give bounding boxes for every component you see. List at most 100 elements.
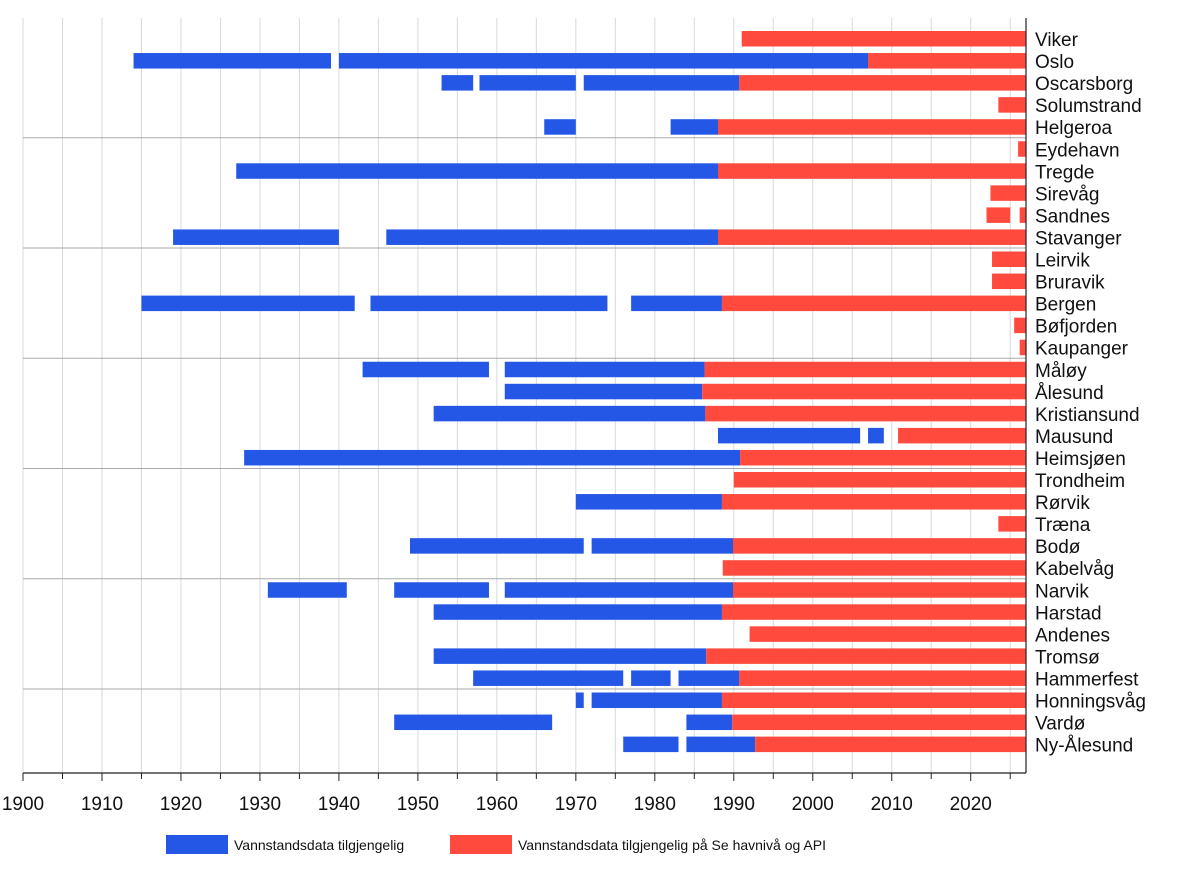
bar-blue bbox=[394, 714, 553, 731]
station-label: Måløy bbox=[1035, 361, 1087, 382]
x-axis: 1900 1910 1920 1930 1940 1950 1960 1970 1980 1990… bbox=[2, 18, 1027, 815]
x-tick-label: 1940 bbox=[318, 794, 360, 815]
station-label: Bodø bbox=[1035, 537, 1081, 558]
bar-blue bbox=[591, 692, 722, 708]
bar-red bbox=[702, 383, 1026, 400]
bar-blue bbox=[575, 692, 584, 708]
bar-blue bbox=[370, 295, 608, 312]
station-label: Tregde bbox=[1035, 162, 1095, 183]
station-label: Vardø bbox=[1035, 714, 1086, 735]
bar-red bbox=[1018, 141, 1026, 157]
bar-red bbox=[732, 582, 1026, 598]
x-tick-label: 1950 bbox=[397, 794, 439, 815]
bar-blue bbox=[473, 670, 624, 686]
station-label: Andenes bbox=[1035, 625, 1110, 646]
station-label: Bruravik bbox=[1035, 273, 1105, 294]
station-label: Heimsjøen bbox=[1035, 449, 1126, 470]
station-label: Ny-Ålesund bbox=[1035, 736, 1133, 757]
bar-blue bbox=[868, 427, 884, 444]
bar-blue bbox=[133, 53, 332, 69]
bar-red bbox=[741, 31, 1026, 47]
station-label: Narvik bbox=[1035, 581, 1089, 602]
bar-blue bbox=[717, 427, 861, 444]
station-label: Kristiansund bbox=[1035, 405, 1140, 426]
bar-blue bbox=[504, 383, 703, 400]
station-label: Tromsø bbox=[1035, 647, 1100, 668]
bar-red bbox=[705, 405, 1026, 422]
bar-red bbox=[722, 560, 1026, 576]
x-tick-label: 2000 bbox=[792, 794, 834, 815]
bar-red bbox=[706, 648, 1026, 664]
bar-blue bbox=[267, 582, 347, 598]
bar-blue bbox=[173, 229, 339, 245]
bar-blue bbox=[362, 361, 489, 378]
bar-red bbox=[739, 670, 1026, 686]
bar-blue bbox=[631, 295, 722, 312]
bar-red bbox=[717, 163, 1026, 179]
bar-blue bbox=[686, 736, 756, 753]
x-tick-label: 1990 bbox=[713, 794, 755, 815]
station-label: Bergen bbox=[1035, 295, 1096, 316]
station-label: Solumstrand bbox=[1035, 96, 1142, 117]
bar-red bbox=[1014, 317, 1026, 334]
bar-blue bbox=[575, 494, 722, 510]
station-label: Trondheim bbox=[1035, 471, 1125, 492]
bar-red bbox=[1019, 207, 1026, 223]
bar-red bbox=[986, 207, 1011, 223]
station-label: Helgeroa bbox=[1035, 118, 1113, 139]
bar-blue bbox=[409, 538, 584, 554]
bar-blue bbox=[386, 229, 718, 245]
station-label: Harstad bbox=[1035, 603, 1102, 624]
station-label: Rørvik bbox=[1035, 493, 1090, 514]
bar-red bbox=[717, 229, 1026, 245]
bar-red bbox=[732, 538, 1026, 554]
station-label: Sandnes bbox=[1035, 206, 1110, 227]
bar-blue bbox=[433, 604, 722, 620]
x-tick-label: 1970 bbox=[555, 794, 597, 815]
station-label: Oscarsborg bbox=[1035, 74, 1133, 95]
x-tick-label: 1920 bbox=[160, 794, 202, 815]
bar-blue bbox=[583, 75, 740, 91]
legend-label-red: Vannstandsdata tilgjengelig på Se havniv… bbox=[518, 837, 826, 853]
bar-red bbox=[898, 427, 1026, 444]
station-label: Honningsvåg bbox=[1035, 692, 1146, 713]
bar-blue bbox=[433, 648, 707, 664]
legend-label-blue: Vannstandsdata tilgjengelig bbox=[234, 837, 404, 853]
x-tick-label: 1980 bbox=[634, 794, 676, 815]
bar-blue bbox=[678, 670, 740, 686]
bar-red bbox=[721, 604, 1026, 620]
bar-red bbox=[998, 516, 1026, 532]
station-label: Træna bbox=[1035, 515, 1091, 536]
bar-red bbox=[733, 472, 1026, 488]
station-label: Viker bbox=[1035, 30, 1079, 51]
station-label: Stavanger bbox=[1035, 228, 1122, 249]
bar-red bbox=[721, 494, 1026, 510]
station-labels: VikerOsloOscarsborgSolumstrandHelgeroaEy… bbox=[1035, 30, 1146, 757]
bar-blue bbox=[631, 670, 671, 686]
bar-red bbox=[990, 185, 1026, 201]
bar-red bbox=[739, 75, 1026, 91]
bar-red bbox=[704, 361, 1026, 378]
bar-blue bbox=[623, 736, 679, 753]
station-label: Kabelvåg bbox=[1035, 559, 1114, 580]
bar-blue bbox=[338, 53, 869, 69]
bar-red bbox=[721, 692, 1026, 708]
x-tick-label: 1960 bbox=[476, 794, 518, 815]
station-label: Leirvik bbox=[1035, 251, 1090, 272]
bar-red bbox=[717, 119, 1026, 135]
legend-swatch-blue bbox=[166, 835, 228, 854]
group-separators bbox=[23, 137, 1026, 690]
station-label: Eydehavn bbox=[1035, 140, 1120, 161]
bar-red bbox=[749, 626, 1026, 642]
bar-blue bbox=[244, 449, 741, 466]
bar-blue bbox=[441, 75, 474, 91]
legend: Vannstandsdata tilgjengelig Vannstandsda… bbox=[166, 835, 826, 854]
bar-red bbox=[868, 53, 1026, 69]
bar-red bbox=[998, 97, 1026, 113]
bar-blue bbox=[504, 361, 705, 378]
bar-blue bbox=[394, 582, 489, 598]
station-label: Sirevåg bbox=[1035, 184, 1099, 205]
bar-red bbox=[1019, 339, 1026, 356]
bar-blue bbox=[141, 295, 355, 312]
